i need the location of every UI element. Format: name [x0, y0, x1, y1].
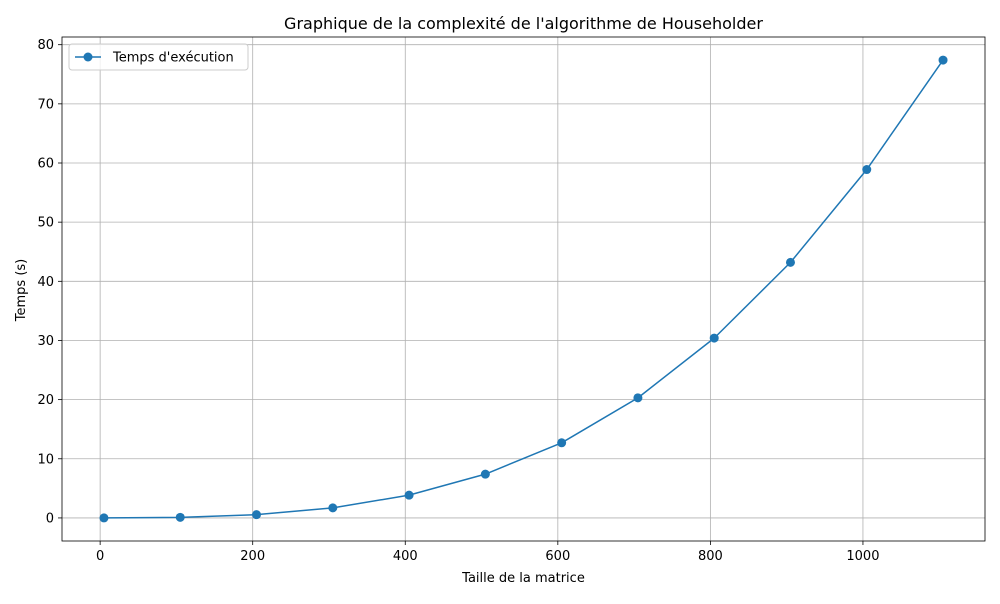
data-point [557, 438, 567, 448]
data-point [328, 503, 338, 513]
plot-frame [61, 36, 986, 542]
x-tick-label: 800 [698, 549, 723, 564]
y-tick-label: 30 [37, 334, 54, 349]
x-tick-label: 400 [393, 549, 418, 564]
x-tick-label: 200 [240, 549, 265, 564]
data-point [785, 257, 795, 267]
y-tick-label: 60 [37, 157, 54, 172]
y-tick-label: 20 [37, 393, 54, 408]
series-line [103, 59, 944, 519]
series-layer [99, 55, 948, 523]
chart-title: Graphique de la complexité de l'algorith… [284, 14, 763, 33]
data-point [633, 393, 643, 403]
legend-marker-swatch [83, 52, 93, 62]
x-tick-label: 600 [545, 549, 570, 564]
y-tick-label: 0 [46, 511, 54, 526]
data-point [480, 469, 490, 479]
grid [62, 37, 985, 541]
data-point [404, 490, 414, 500]
x-axis-title: Taille de la matrice [461, 571, 585, 586]
legend: Temps d'exécution [68, 43, 249, 71]
data-point [709, 333, 719, 343]
y-tick-label: 70 [37, 97, 54, 112]
data-point [862, 165, 872, 175]
y-axis-title: Temps (s) [14, 259, 29, 322]
legend-label: Temps d'exécution [112, 51, 234, 66]
y-tick-label: 10 [37, 452, 54, 467]
ticks: 0 200 400 600 800 1000 0 10 20 30 40 50 60 70 80 [37, 38, 879, 564]
x-tick-label: 1000 [846, 549, 879, 564]
data-point [252, 510, 262, 520]
y-tick-label: 50 [37, 216, 54, 231]
data-point [175, 512, 185, 522]
legend-frame [68, 43, 249, 71]
y-tick-label: 40 [37, 275, 54, 290]
data-point [99, 513, 109, 523]
x-tick-label: 0 [96, 549, 104, 564]
y-tick-label: 80 [37, 38, 54, 53]
data-point [938, 55, 948, 65]
